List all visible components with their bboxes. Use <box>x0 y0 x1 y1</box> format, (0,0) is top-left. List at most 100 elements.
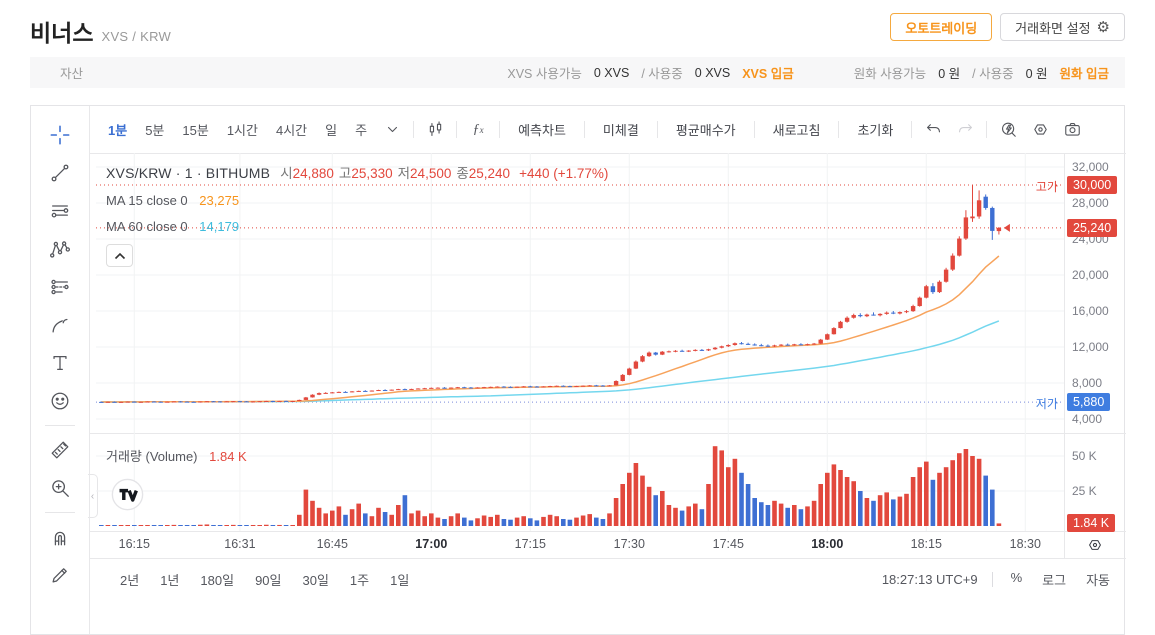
redo-icon <box>958 124 972 133</box>
tradingview-logo[interactable] <box>111 478 144 511</box>
zoom-in-icon <box>52 480 69 497</box>
asset-bar-title: 자산 <box>60 67 84 81</box>
toolbar-action-button[interactable]: 미체결 <box>602 123 639 138</box>
sidebar-tool-forecast[interactable] <box>41 268 79 306</box>
scale-mode-button[interactable]: 로그 <box>1042 572 1067 588</box>
timeframe-button-15분[interactable]: 15분 <box>182 123 209 138</box>
ohlc-value: 25,330 <box>351 166 393 181</box>
time-tick: 17:00 <box>415 537 448 551</box>
redo-button[interactable] <box>949 114 981 146</box>
magnet-icon <box>54 531 66 546</box>
toolbar-action-button[interactable]: 예측차트 <box>518 123 566 138</box>
sidebar-tool-pencil[interactable] <box>41 556 79 594</box>
sidebar-tool-text[interactable] <box>41 344 79 382</box>
candles-button[interactable] <box>419 114 451 146</box>
price-tick: 28,000 <box>1072 196 1109 210</box>
range-button-1주[interactable]: 1주 <box>349 572 370 588</box>
scale-mode-button[interactable]: % <box>1010 569 1023 585</box>
bottom-right-group: 18:27:13 UTC+9 % 로그 자동 <box>882 566 1118 593</box>
camera-button[interactable] <box>1056 114 1088 146</box>
price-chart-canvas[interactable] <box>96 153 1064 433</box>
timeframe-button-5분[interactable]: 5분 <box>145 123 165 138</box>
toolbar-divider <box>89 153 1126 154</box>
ohlc-value: 24,880 <box>292 166 334 181</box>
sidebar-tool-emoji[interactable] <box>41 382 79 420</box>
range-button-90일[interactable]: 90일 <box>255 572 282 588</box>
range-button-1일[interactable]: 1일 <box>390 572 410 588</box>
fx-icon: ƒx <box>472 121 484 137</box>
legend-collapse-button[interactable] <box>106 244 133 267</box>
time-tick: 18:30 <box>1009 537 1041 551</box>
undo-button[interactable] <box>917 114 949 146</box>
krw-available-value: 0 원 <box>938 67 961 81</box>
xvs-deposit-link[interactable]: XVS 입금 <box>742 67 794 81</box>
autotrading-label: 오토트레이딩 <box>905 20 978 36</box>
time-tick: 17:30 <box>613 537 645 551</box>
timeframe-button-1분[interactable]: 1분 <box>108 123 128 138</box>
fx-button[interactable]: ƒx <box>462 114 494 146</box>
toolbar-separator <box>911 121 913 138</box>
symbol-title-group: 비너스 XVS / KRW <box>30 14 171 48</box>
asset-bar: 자산 XVS 사용가능 0 XVS / 사용중 0 XVS XVS 입금 원화 … <box>30 57 1125 88</box>
timeframe-button-일[interactable]: 일 <box>325 123 338 138</box>
flash-scan-button[interactable] <box>992 114 1024 146</box>
pane-divider <box>89 433 1126 434</box>
ma15-label: MA 15 close 0 <box>106 193 188 208</box>
range-button-1년[interactable]: 1년 <box>160 572 180 588</box>
scale-mode-button[interactable]: 자동 <box>1086 572 1110 588</box>
autotrading-button[interactable]: 오토트레이딩 <box>890 13 993 41</box>
toolbar-separator <box>753 121 755 138</box>
xvs-inuse-label: / 사용중 <box>641 67 683 81</box>
volume-legend-value: 1.84 K <box>209 449 247 464</box>
timeframe-button-1시간[interactable]: 1시간 <box>226 123 258 138</box>
emoji-icon <box>51 392 69 410</box>
pencil-icon <box>52 568 67 583</box>
price-tick: 4,000 <box>1072 412 1103 426</box>
sidebar-tool-ruler[interactable] <box>41 431 79 469</box>
sidebar-tool-crosshair[interactable] <box>41 116 79 154</box>
xvs-inuse-value: 0 XVS <box>694 65 731 80</box>
toolbar-action-button[interactable]: 새로고침 <box>772 123 821 138</box>
sidebar-tool-xabcd-pattern[interactable] <box>41 230 79 268</box>
sidebar-tool-trend-line[interactable] <box>41 154 79 192</box>
krw-available-label: 원화 사용가능 <box>853 67 927 81</box>
screen-settings-button[interactable]: 거래화면 설정 ⚙ <box>1000 13 1125 41</box>
ma60-value: 14,179 <box>199 219 240 234</box>
price-tick: 32,000 <box>1072 160 1109 174</box>
session-high-label: 고가 <box>1035 180 1058 194</box>
toolbar-separator <box>986 121 988 138</box>
range-toolbar: 2년 1년 180일 90일 30일 1주 1일 18:27:13 UTC+9 % 로그 자동 <box>89 558 1126 600</box>
timeframe-button-4시간[interactable]: 4시간 <box>275 123 308 138</box>
sidebar-tool-parallel-lines[interactable] <box>41 192 79 230</box>
time-axis[interactable]: 16:15 16:31 16:45 17:00 17:15 17:30 17:45 18:00… <box>89 531 1064 558</box>
range-button-2년[interactable]: 2년 <box>120 572 140 588</box>
time-tick: 16:45 <box>316 537 348 551</box>
timeframe-button-주[interactable]: 주 <box>355 123 368 138</box>
hexagon-target-button[interactable] <box>1024 114 1056 146</box>
chevron-up-icon <box>114 252 125 259</box>
chart-toolbar: 1분 5분 15분 1시간 4시간 일 주 ƒx 예측차트 미체결 평균매수가 새로고침 초기화 <box>89 106 1126 153</box>
session-high-badge: 30,000 <box>1067 176 1118 194</box>
time-tick: 16:15 <box>118 537 150 551</box>
sidebar-tool-magnet[interactable] <box>41 518 79 556</box>
time-tick: 18:15 <box>910 537 942 551</box>
range-button-30일[interactable]: 30일 <box>302 572 329 588</box>
ohlc-key: 저 <box>397 166 411 181</box>
time-tick: 17:15 <box>514 537 546 551</box>
sidebar-tool-brush[interactable] <box>41 306 79 344</box>
volume-chart-canvas[interactable] <box>96 433 1064 531</box>
chart-panel: ‹ 1분 5분 15분 1시간 4시간 일 주 ƒx 예측차트 미체결 평균매수가 새로고침 초기화 X… <box>30 105 1126 635</box>
axis-settings-button[interactable] <box>1064 531 1126 558</box>
sidebar-divider <box>45 512 75 513</box>
krw-inuse-value: 0 원 <box>1025 67 1048 81</box>
sidebar-collapse-handle[interactable]: ‹ <box>88 474 98 518</box>
chevron-down-button[interactable] <box>376 114 408 146</box>
krw-deposit-link[interactable]: 원화 입금 <box>1059 67 1109 81</box>
toolbar-action-button[interactable]: 평균매수가 <box>675 123 736 138</box>
toolbar-action-button[interactable]: 초기화 <box>857 123 894 138</box>
last-volume-badge: 1.84 K <box>1067 514 1116 533</box>
clock[interactable]: 18:27:13 UTC+9 <box>881 571 978 587</box>
range-button-180일[interactable]: 180일 <box>200 572 235 588</box>
sidebar-tool-zoom-in[interactable] <box>41 469 79 507</box>
krw-inuse-label: / 사용중 <box>972 67 1014 81</box>
